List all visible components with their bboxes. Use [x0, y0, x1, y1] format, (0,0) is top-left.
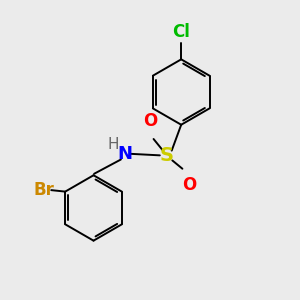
Text: O: O [182, 176, 196, 194]
Text: Cl: Cl [172, 23, 190, 41]
Text: H: H [108, 137, 119, 152]
Text: O: O [143, 112, 157, 130]
Text: S: S [159, 146, 173, 165]
Text: N: N [117, 146, 132, 164]
Text: Br: Br [34, 181, 55, 199]
